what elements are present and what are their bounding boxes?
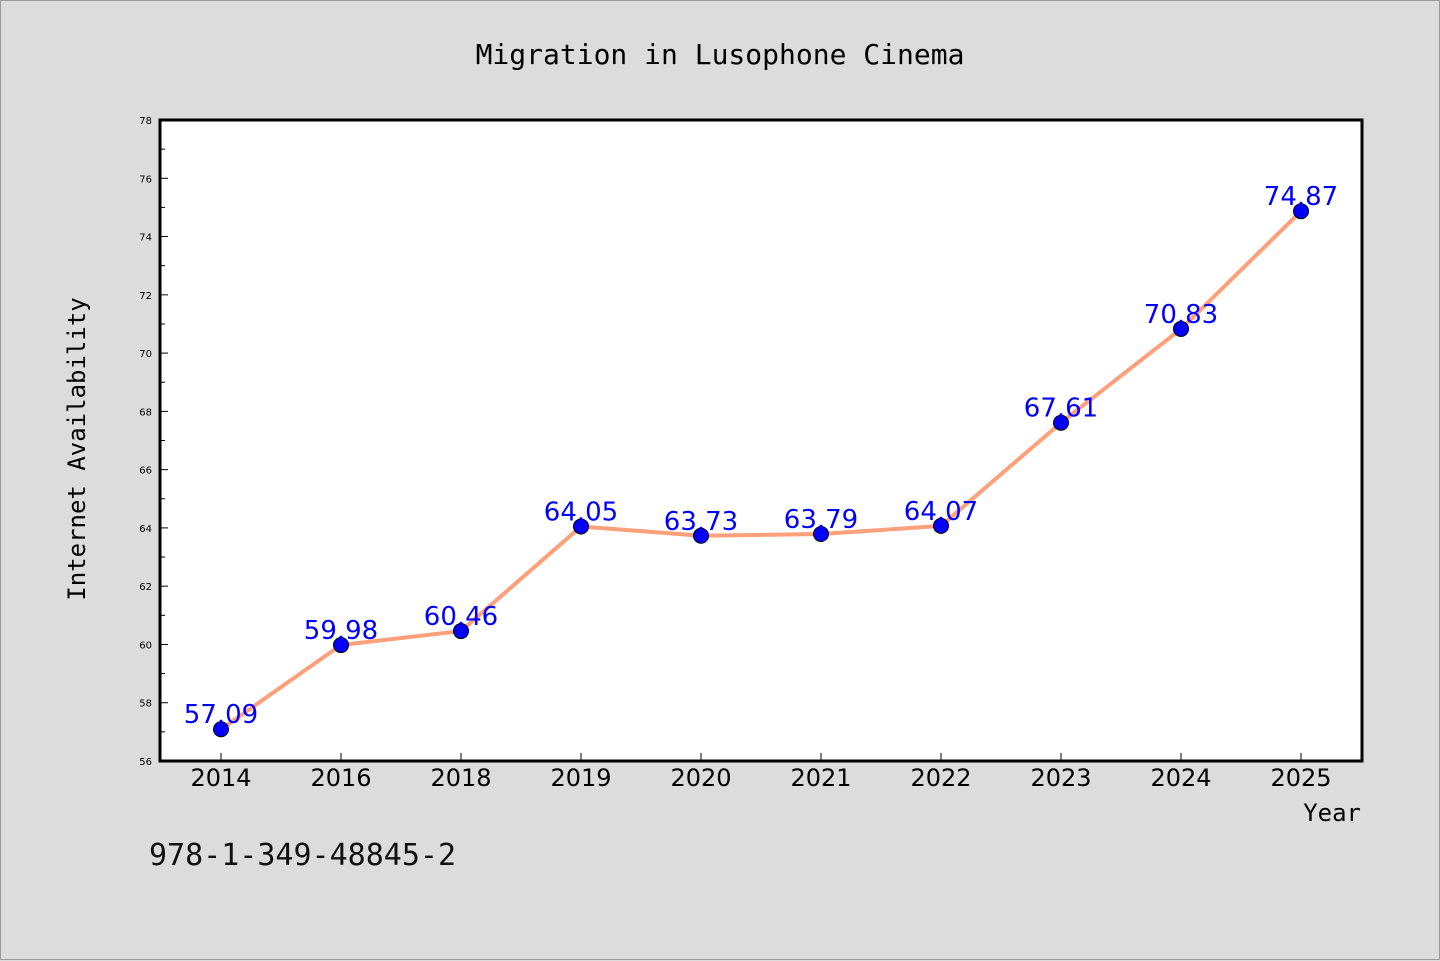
data-label: 74.87: [1264, 182, 1338, 212]
data-point-marker: [1293, 203, 1309, 220]
data-label: 67.61: [1024, 394, 1098, 424]
x-tick-label: 2020: [670, 764, 731, 792]
data-series: 57.09 59.98 60.46 64.05 63.73 63.79 64.07 67.61…: [184, 182, 1338, 738]
data-point-marker: [453, 623, 469, 640]
data-point-marker: [933, 517, 949, 534]
y-tick-label: 64: [139, 524, 152, 535]
x-tick-label: 2024: [1150, 764, 1211, 792]
y-tick-label: 60: [139, 640, 152, 651]
y-tick-label: 62: [139, 582, 152, 593]
data-label: 64.05: [544, 497, 618, 527]
x-tick-label: 2023: [1030, 764, 1091, 792]
chart-title: Migration in Lusophone Cinema: [476, 38, 965, 71]
y-axis-label: Internet Availability: [63, 297, 91, 600]
y-tick-label: 70: [139, 349, 152, 360]
x-axis-label: Year: [1303, 799, 1361, 827]
data-point-marker: [333, 637, 349, 654]
data-label: 63.79: [784, 505, 858, 535]
data-point-marker: [213, 721, 229, 738]
data-label: 64.07: [904, 497, 978, 527]
y-tick-label: 66: [139, 466, 152, 477]
x-tick-label: 2022: [910, 764, 971, 792]
y-tick-label: 56: [139, 757, 152, 768]
data-label: 63.73: [664, 507, 738, 537]
data-point-marker: [573, 518, 589, 535]
data-label: 60.46: [424, 602, 498, 632]
x-axis: 2014 2016 2018 2019 2020 2021 2022 2023 2024 2025: [190, 753, 1332, 792]
x-tick-label: 2014: [190, 764, 251, 792]
data-label: 59.98: [304, 616, 378, 646]
y-tick-label: 78: [139, 116, 152, 127]
x-tick-label: 2025: [1270, 764, 1331, 792]
data-point-marker: [1053, 414, 1069, 431]
data-point-marker: [1173, 320, 1189, 337]
y-tick-label: 76: [139, 174, 152, 185]
y-axis: 56 58 60 62 64 66 68 70 72 74 76 78: [139, 116, 168, 768]
x-tick-label: 2019: [550, 764, 611, 792]
data-point-marker: [693, 527, 709, 544]
data-label: 57.09: [184, 700, 258, 730]
y-tick-label: 68: [139, 407, 152, 418]
plot-area: [158, 118, 1364, 763]
x-tick-label: 2021: [790, 764, 851, 792]
x-tick-label: 2016: [310, 764, 371, 792]
x-tick-label: 2018: [430, 764, 491, 792]
series-line: [219, 209, 1303, 732]
data-label: 70.83: [1144, 300, 1218, 330]
y-tick-label: 72: [139, 291, 152, 302]
footer-isbn: 978-1-349-48845-2: [149, 838, 456, 873]
y-tick-label: 58: [139, 699, 152, 710]
y-tick-label: 74: [139, 233, 152, 244]
data-point-marker: [813, 526, 829, 543]
